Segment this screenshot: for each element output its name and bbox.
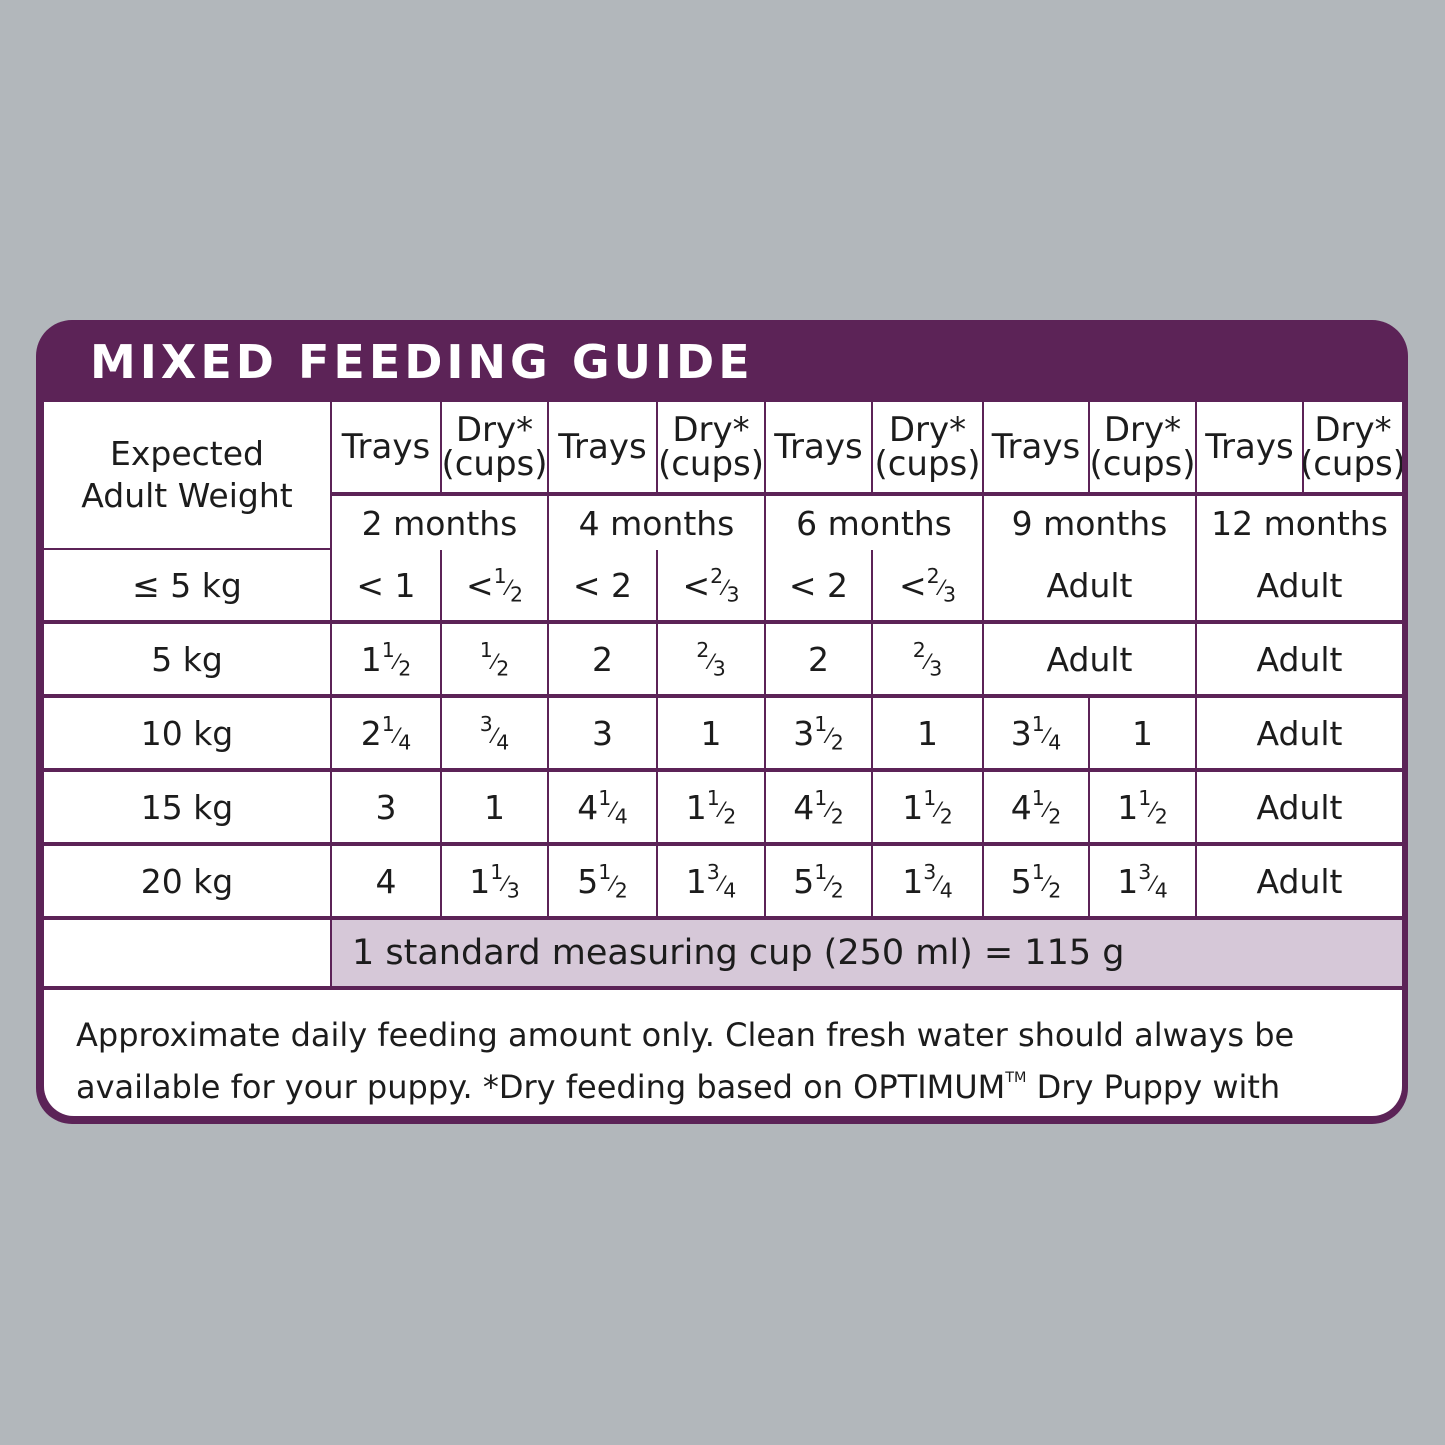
amount-cell: 2⁄3 bbox=[658, 624, 764, 694]
trays-label: Trays bbox=[1205, 427, 1294, 467]
dry-unit-label: (cups) bbox=[441, 444, 548, 484]
amount-cell: 3 1⁄2 bbox=[766, 698, 871, 768]
amount-cell: < 2 bbox=[549, 550, 656, 620]
note-row-blank bbox=[44, 920, 330, 986]
dry-column-header: Dry* (cups) bbox=[658, 402, 764, 492]
amount-cell: 1 1⁄2 bbox=[873, 772, 982, 842]
dry-column-header: Dry* (cups) bbox=[1089, 402, 1196, 492]
dry-column-header: Dry* (cups) bbox=[873, 402, 982, 492]
adult-cell: Adult bbox=[1197, 624, 1402, 694]
amount-cell: 1⁄2 bbox=[442, 624, 547, 694]
guide-table: Expected Adult Weight Trays Dry* (cups) Trays… bbox=[44, 402, 1402, 1116]
adult-cell: Adult bbox=[984, 550, 1195, 620]
period-header: 12 months bbox=[1197, 496, 1402, 550]
amount-cell: < 2⁄3 bbox=[873, 550, 982, 620]
amount-cell: 4 bbox=[332, 846, 440, 916]
guide-title: MIXED FEEDING GUIDE bbox=[90, 335, 754, 389]
amount-cell: 5 1⁄2 bbox=[766, 846, 871, 916]
amount-cell: 1 3⁄4 bbox=[658, 846, 764, 916]
trays-column-header: Trays bbox=[549, 402, 656, 492]
dry-label: Dry* bbox=[1103, 410, 1182, 450]
trays-label: Trays bbox=[774, 427, 863, 467]
adult-cell: Adult bbox=[1197, 772, 1402, 842]
weight-header-line: Expected bbox=[110, 434, 264, 473]
trays-label: Trays bbox=[991, 427, 1081, 467]
dry-column-header: Dry* (cups) bbox=[441, 402, 548, 492]
amount-cell: 1 bbox=[658, 698, 764, 768]
amount-cell: < 1⁄2 bbox=[442, 550, 547, 620]
dry-column-header: Dry* (cups) bbox=[1300, 402, 1402, 492]
amount-cell: 1 1⁄2 bbox=[1090, 772, 1195, 842]
table-grid: Expected Adult Weight Trays Dry* (cups) Trays… bbox=[44, 402, 1402, 1116]
weight-cell: 10 kg bbox=[44, 698, 330, 768]
trademark-mark: TM bbox=[1005, 1070, 1027, 1086]
amount-cell: 4 1⁄2 bbox=[984, 772, 1088, 842]
adult-cell: Adult bbox=[1197, 846, 1402, 916]
weight-cell: ≤ 5 kg bbox=[44, 550, 330, 620]
amount-cell: 1 3⁄4 bbox=[1090, 846, 1195, 916]
amount-cell: 5 1⁄2 bbox=[984, 846, 1088, 916]
amount-cell: 2 bbox=[766, 624, 871, 694]
trays-column-header: Trays bbox=[1197, 402, 1302, 492]
dry-label: Dry* bbox=[455, 410, 534, 450]
amount-cell: 2⁄3 bbox=[873, 624, 982, 694]
period-header: 6 months bbox=[766, 496, 982, 550]
trays-label: Trays bbox=[558, 427, 647, 467]
amount-cell: 1 1⁄2 bbox=[658, 772, 764, 842]
amount-cell: 3⁄4 bbox=[442, 698, 547, 768]
weight-cell: 20 kg bbox=[44, 846, 330, 916]
amount-cell: 1 1⁄3 bbox=[442, 846, 547, 916]
period-header: 2 months bbox=[332, 496, 547, 550]
amount-cell: 2 1⁄4 bbox=[332, 698, 440, 768]
amount-cell: < 1 bbox=[332, 550, 440, 620]
weight-cell: 5 kg bbox=[44, 624, 330, 694]
disclaimer-text: Approximate daily feeding amount only. C… bbox=[76, 1014, 1396, 1116]
amount-cell: 3 bbox=[332, 772, 440, 842]
dry-label: Dry* bbox=[888, 410, 967, 450]
dry-unit-label: (cups) bbox=[1299, 444, 1402, 484]
amount-cell: 1 3⁄4 bbox=[873, 846, 982, 916]
amount-cell: 3 1⁄4 bbox=[984, 698, 1088, 768]
amount-cell: 2 bbox=[549, 624, 656, 694]
amount-cell: 1 1⁄2 bbox=[332, 624, 440, 694]
weight-column-header: Expected Adult Weight bbox=[44, 402, 330, 548]
adult-cell: Adult bbox=[984, 624, 1195, 694]
adult-cell: Adult bbox=[1197, 698, 1402, 768]
disclaimer-end: Dry Puppy with Chicken. bbox=[76, 1067, 1281, 1116]
amount-cell: 3 bbox=[549, 698, 656, 768]
dry-unit-label: (cups) bbox=[657, 444, 765, 484]
disclaimer-main: Approximate daily feeding amount only. C… bbox=[76, 1016, 1295, 1106]
trays-label: Trays bbox=[341, 427, 431, 467]
weight-header-line: Adult Weight bbox=[81, 476, 293, 515]
amount-cell: 1 bbox=[873, 698, 982, 768]
trays-column-header: Trays bbox=[332, 402, 440, 492]
dry-label: Dry* bbox=[1314, 410, 1392, 450]
footer-area bbox=[44, 990, 1402, 1116]
amount-cell: 4 1⁄4 bbox=[549, 772, 656, 842]
amount-cell: < 2⁄3 bbox=[658, 550, 764, 620]
weight-cell: 15 kg bbox=[44, 772, 330, 842]
dry-label: Dry* bbox=[672, 410, 750, 450]
amount-cell: 4 1⁄2 bbox=[766, 772, 871, 842]
dry-unit-label: (cups) bbox=[1089, 444, 1196, 484]
trays-column-header: Trays bbox=[766, 402, 871, 492]
cup-measure-note: 1 standard measuring cup (250 ml) = 115 … bbox=[332, 920, 1402, 986]
feeding-guide-card: MIXED FEEDING GUIDE Expected Adult Weight… bbox=[36, 320, 1408, 1124]
period-header: 9 months bbox=[984, 496, 1195, 550]
amount-cell: 1 bbox=[1090, 698, 1195, 768]
amount-cell: 1 bbox=[442, 772, 547, 842]
period-header: 4 months bbox=[549, 496, 764, 550]
adult-cell: Adult bbox=[1197, 550, 1402, 620]
trays-column-header: Trays bbox=[984, 402, 1088, 492]
amount-cell: < 2 bbox=[766, 550, 871, 620]
amount-cell: 5 1⁄2 bbox=[549, 846, 656, 916]
dry-unit-label: (cups) bbox=[874, 444, 981, 484]
